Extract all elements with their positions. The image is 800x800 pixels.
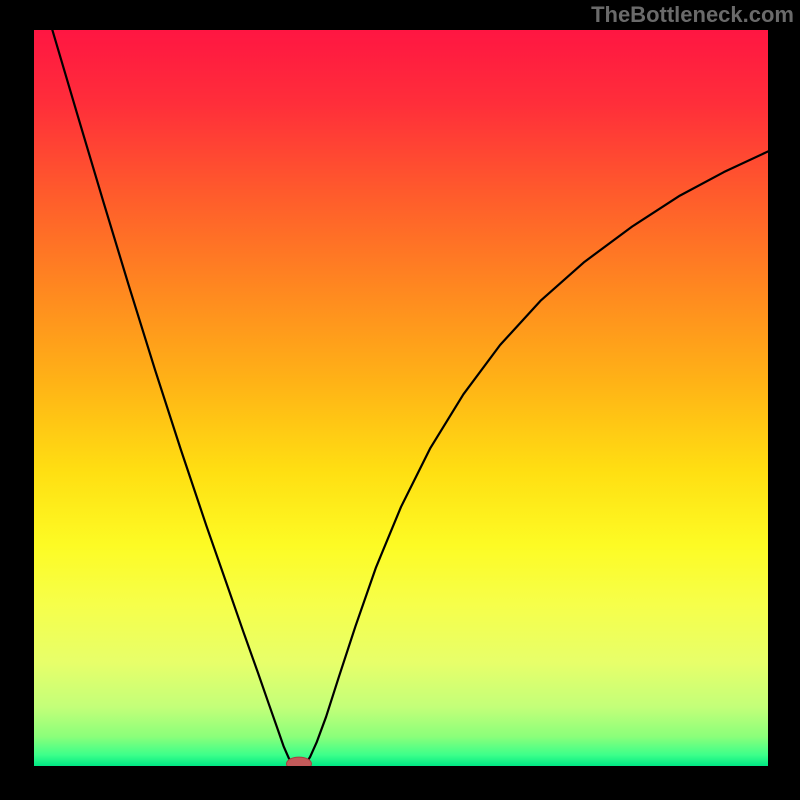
- chart-frame: [0, 0, 800, 800]
- watermark-text: TheBottleneck.com: [591, 2, 794, 28]
- gradient-background: [34, 30, 768, 766]
- plot-area: [34, 30, 768, 766]
- bottleneck-curve-chart: [34, 30, 768, 766]
